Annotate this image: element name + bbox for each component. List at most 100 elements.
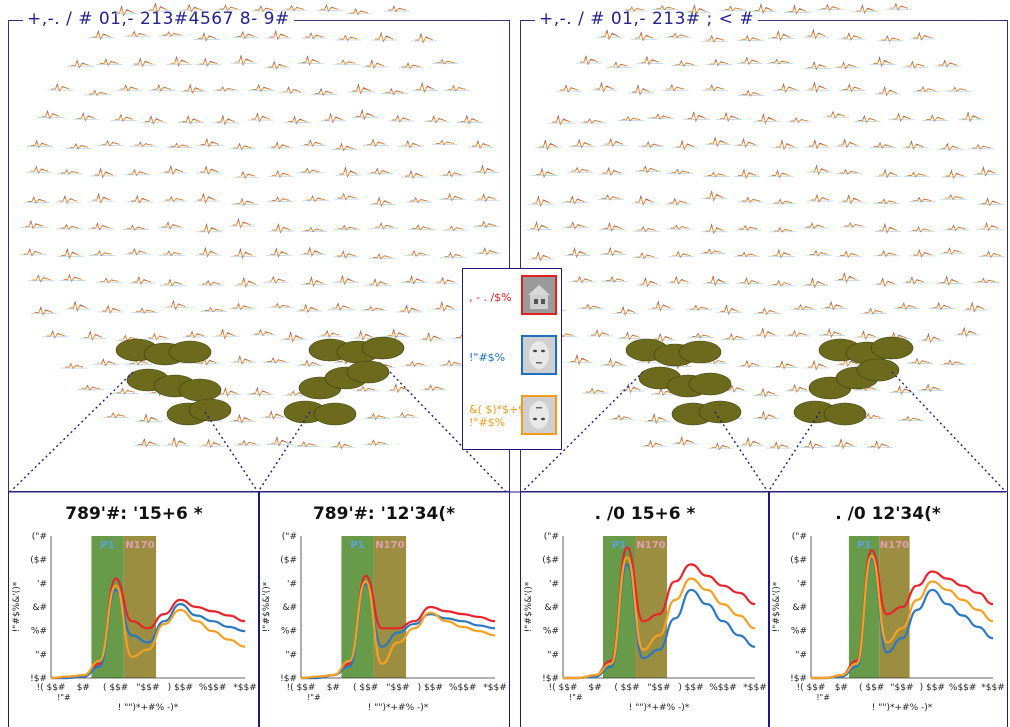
sensor-waveform — [353, 386, 380, 392]
x-tick-label: %$$# — [709, 683, 737, 693]
sensor-waveform — [802, 277, 829, 289]
sensor-waveform — [528, 196, 555, 207]
x-tick-label: $# — [588, 683, 601, 693]
sensor-waveform — [93, 358, 120, 367]
n170-label: N170 — [375, 540, 404, 551]
sensor-waveform — [800, 440, 827, 450]
sensor-waveform — [130, 141, 157, 147]
x-axis-label: ! "")*+#% -)* — [118, 703, 179, 713]
sensor-waveform — [412, 81, 439, 93]
sensor-waveform — [941, 169, 968, 179]
sensor-waveform — [635, 165, 662, 174]
x-tick-label: !( $$# — [797, 683, 826, 693]
sensor-waveform — [702, 358, 729, 365]
sensor-waveform — [784, 329, 811, 338]
y-tick-label: &# — [282, 603, 297, 613]
sensor-waveform — [196, 165, 223, 175]
y-tick-label: ("# — [792, 532, 807, 542]
sensor-waveform — [232, 197, 259, 206]
sensor-waveform — [250, 5, 277, 13]
sensor-waveform — [439, 169, 466, 178]
legend-item-face: !"#$% — [463, 331, 561, 383]
y-tick-label: ($# — [542, 556, 559, 566]
sensor-waveform — [420, 384, 447, 392]
sensor-waveform — [790, 304, 817, 311]
sensor-waveform — [334, 224, 361, 231]
sensor-waveform — [885, 2, 912, 11]
sensor-waveform — [28, 274, 55, 283]
sensor-waveform — [164, 437, 191, 448]
sensor-waveform — [768, 248, 795, 259]
erp-panel-1-title: 789'#: '15+6 * — [65, 504, 203, 524]
y-tick-label: %# — [543, 627, 559, 637]
sensor-waveform — [212, 114, 239, 126]
x-tick-label: !( $$# — [287, 683, 316, 693]
sensor-waveform — [936, 275, 963, 286]
sensor-waveform — [158, 221, 185, 230]
sensor-waveform — [668, 250, 695, 258]
sensor-waveform — [605, 61, 632, 69]
sensor-waveform — [928, 301, 955, 311]
sensor-waveform — [67, 59, 94, 69]
sensor-waveform — [683, 111, 710, 123]
sensor-waveform — [803, 28, 830, 40]
sensor-waveform — [302, 195, 329, 203]
sensor-waveform — [578, 303, 605, 310]
sensor-waveform — [47, 82, 74, 92]
n170-window — [123, 536, 157, 678]
sensor-waveform — [195, 57, 222, 67]
y-tick-label: '# — [797, 579, 807, 589]
x-tick-label: "$$# — [647, 683, 670, 693]
sensor-waveform — [768, 30, 795, 42]
sensor-waveform — [97, 139, 124, 147]
sensor-waveform — [124, 168, 151, 177]
sensor-waveform — [528, 251, 555, 262]
x-tick-sublabel: !"# — [816, 693, 830, 702]
roi-ellipse — [178, 378, 222, 402]
sensor-waveform — [383, 328, 410, 340]
sensor-waveform — [582, 387, 609, 394]
n170-label: N170 — [880, 540, 909, 551]
sensor-waveform — [125, 358, 152, 366]
sensor-waveform — [335, 167, 362, 178]
sensor-waveform — [178, 114, 205, 125]
sensor-waveform — [806, 164, 833, 176]
sensor-waveform — [88, 192, 115, 204]
erp-series-orange — [562, 556, 756, 680]
roi-ellipse — [168, 340, 212, 364]
sensor-waveform — [835, 168, 862, 175]
sensor-waveform — [836, 250, 863, 258]
sensor-waveform — [736, 56, 763, 66]
sensor-waveform — [821, 300, 848, 311]
sensor-waveform — [628, 84, 655, 96]
x-tick-label: ( $$# — [859, 683, 884, 693]
sensor-waveform — [26, 165, 53, 174]
sensor-waveform — [888, 112, 915, 122]
sensor-waveform — [672, 139, 699, 151]
y-tick-label: ($# — [30, 556, 47, 566]
sensor-waveform — [784, 383, 811, 393]
sensor-waveform — [163, 299, 190, 310]
sensor-waveform — [193, 193, 220, 204]
sensor-waveform — [474, 247, 501, 256]
y-axis-label: !"#$%&'()* — [772, 581, 782, 632]
sensor-waveform — [124, 247, 151, 256]
sensor-waveform — [196, 137, 223, 148]
sensor-waveform — [283, 390, 310, 396]
sensor-waveform — [194, 31, 221, 42]
sensor-waveform — [284, 115, 311, 125]
sensor-waveform — [665, 32, 692, 39]
sensor-waveform — [468, 139, 495, 149]
sensor-waveform — [144, 332, 171, 341]
p1-label: P1 — [857, 540, 871, 551]
sensor-waveform — [548, 114, 575, 126]
sensor-waveform — [212, 86, 239, 92]
sensor-waveform — [564, 246, 591, 259]
sensor-waveform — [934, 59, 961, 68]
sensor-waveform — [194, 356, 221, 366]
sensor-waveform — [918, 332, 945, 344]
sensor-waveform — [734, 251, 761, 258]
sensor-waveform — [684, 3, 711, 16]
sensor-waveform — [387, 114, 414, 123]
y-tick-label: ($# — [280, 556, 297, 566]
